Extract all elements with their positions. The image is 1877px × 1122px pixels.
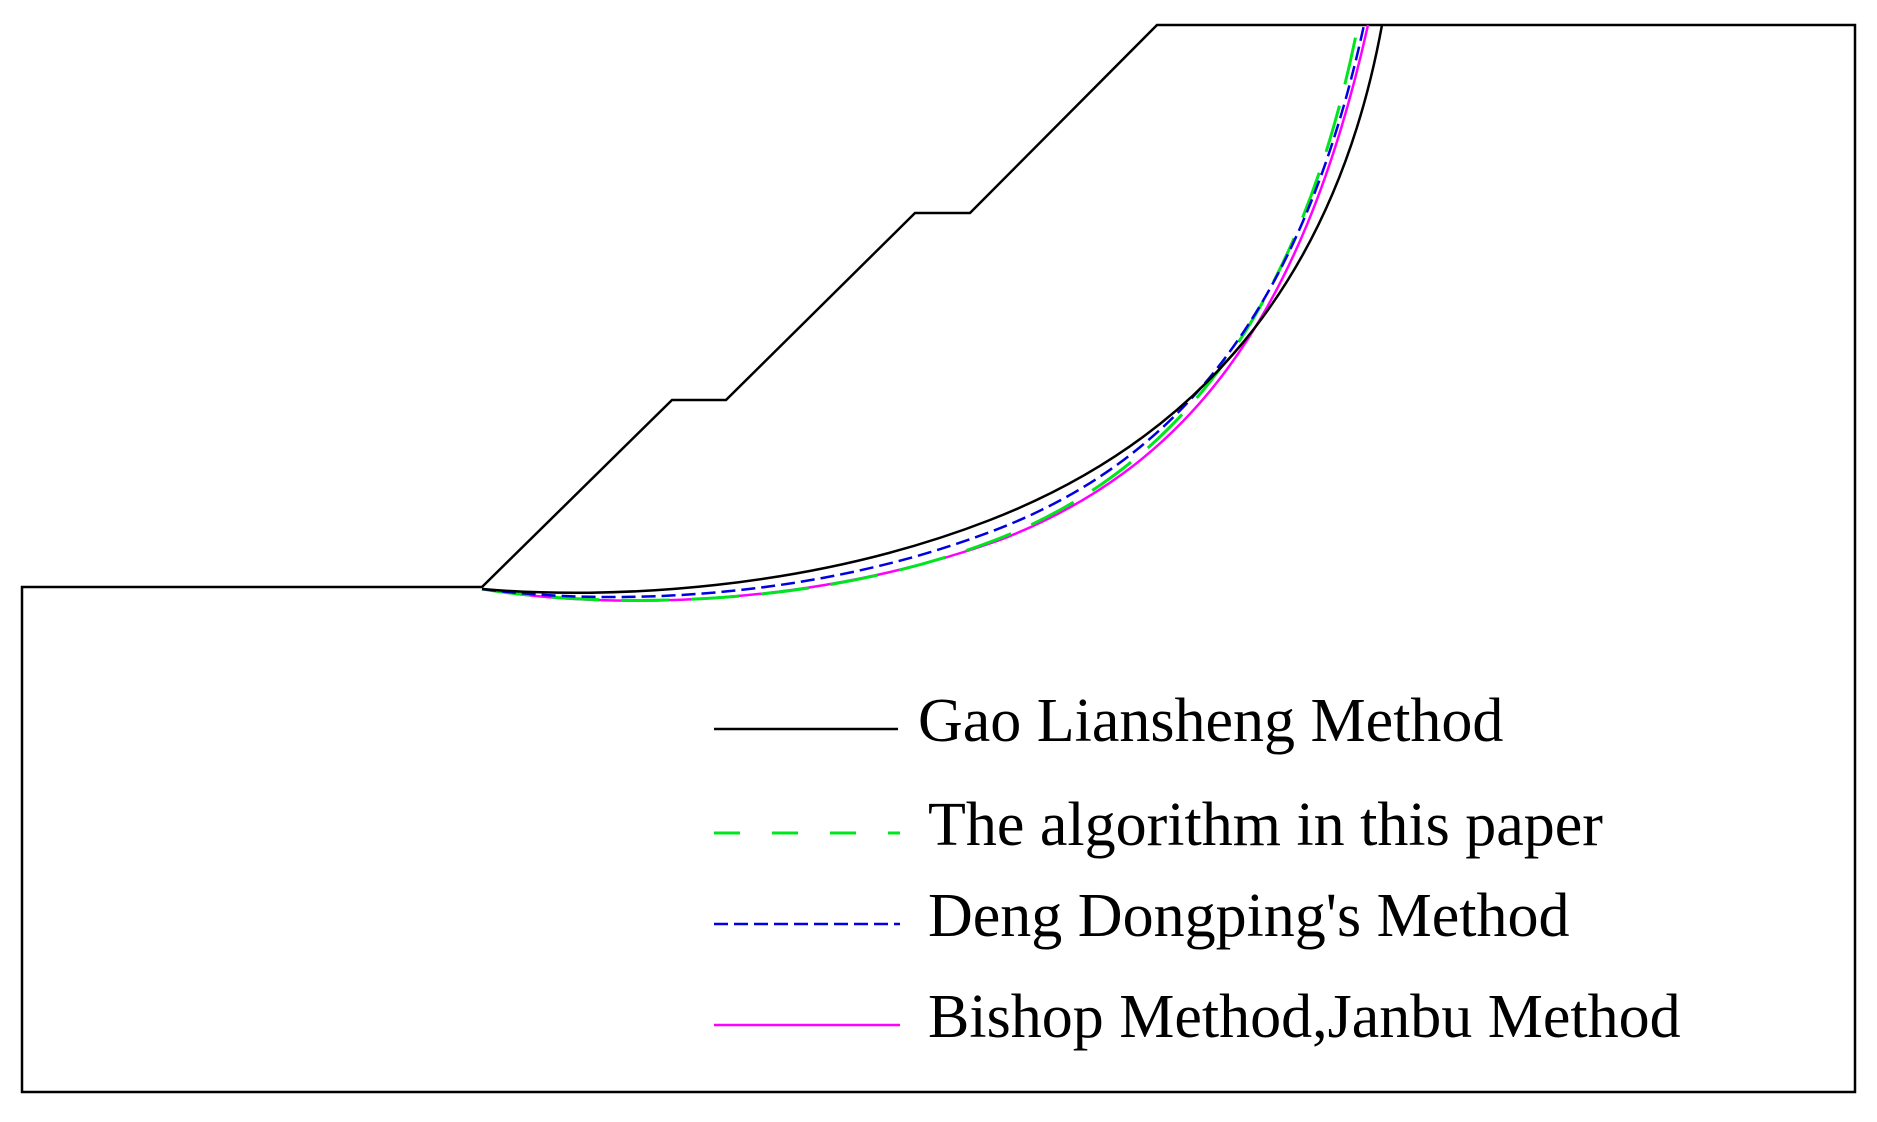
- legend-item-algorithm: The algorithm in this paper: [714, 791, 1603, 859]
- slope-profile-outline: [20, 23, 1857, 1094]
- legend-label-algorithm: The algorithm in this paper: [928, 791, 1603, 859]
- slip-surface-bishop-janbu: [481, 24, 1370, 602]
- legend-item-deng: Deng Dongping's Method: [714, 882, 1569, 950]
- legend-label-bishop: Bishop Method,Janbu Method: [928, 983, 1681, 1051]
- legend-item-gao: Gao Liansheng Method: [714, 687, 1503, 755]
- legend-label-gao: Gao Liansheng Method: [918, 687, 1503, 755]
- legend-label-deng: Deng Dongping's Method: [928, 882, 1569, 950]
- slip-surface-gao: [481, 24, 1384, 595]
- legend-item-bishop: Bishop Method,Janbu Method: [714, 983, 1681, 1051]
- slip-surface-algorithm: [481, 24, 1360, 602]
- legend: Gao Liansheng Method The algorithm in th…: [714, 687, 1681, 1051]
- slip-surface-deng: [481, 24, 1366, 599]
